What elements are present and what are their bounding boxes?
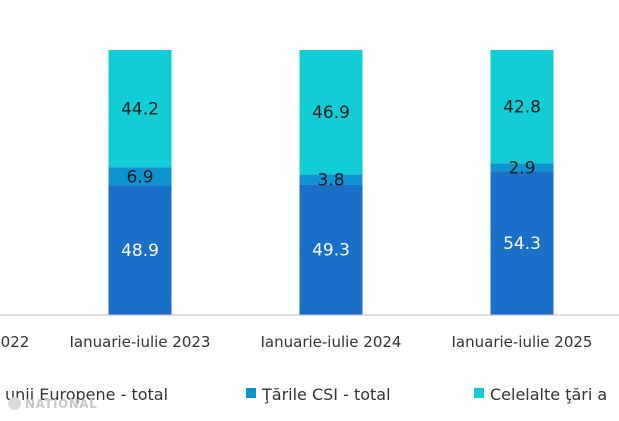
x-tick-labels: 022 Ianuarie-iulie 2023 Ianuarie-iulie 2… [1, 333, 593, 351]
legend-swatch [474, 388, 484, 398]
data-label: 6.9 [126, 167, 153, 187]
legend-label: Celelalte ţări a [490, 385, 607, 404]
bar-segment [490, 171, 554, 315]
data-label: 49.3 [312, 241, 350, 261]
watermark-logo: NATIONAL [8, 397, 97, 411]
data-label: 54.3 [503, 234, 541, 254]
x-tick-label: Ianuarie-iulie 2025 [452, 333, 593, 351]
bars-layer [108, 50, 554, 315]
data-label: 42.8 [503, 98, 541, 118]
legend-swatch [246, 388, 256, 398]
watermark-icon [8, 397, 21, 410]
data-label: 46.9 [312, 103, 350, 123]
bar-segment [108, 50, 172, 168]
x-tick-label: Ianuarie-iulie 2023 [70, 333, 211, 351]
bar-segment [299, 184, 363, 315]
legend-label: unii Europene - total [5, 385, 168, 404]
bar-segment [299, 174, 363, 185]
bar-segment [108, 185, 172, 315]
bar-segment [108, 167, 172, 186]
data-label: 3.8 [317, 170, 344, 190]
legend: unii Europene - total Ţările CSI - total… [5, 385, 607, 404]
x-tick-label: 022 [1, 333, 30, 351]
x-tick-label: Ianuarie-iulie 2024 [261, 333, 402, 351]
data-label: 2.9 [508, 158, 535, 178]
data-label: 44.2 [121, 100, 159, 120]
bar-segment [299, 50, 363, 175]
value-labels-layer: 48.9 6.9 44.2 49.3 3.8 46.9 54.3 2.9 42.8 [121, 98, 541, 261]
bar-segment [490, 50, 554, 164]
data-label: 48.9 [121, 241, 159, 261]
bar-segment [490, 163, 554, 172]
legend-label: Ţările CSI - total [261, 385, 391, 404]
watermark-text: NATIONAL [25, 397, 98, 411]
